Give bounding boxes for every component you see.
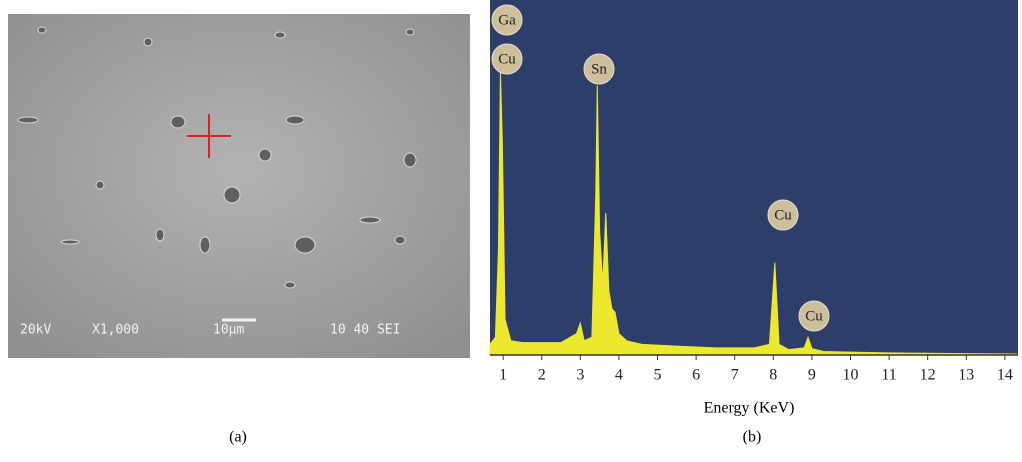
x-tick-label: 5 — [654, 367, 662, 384]
x-tick-label: 2 — [538, 367, 546, 384]
x-tick-label: 4 — [615, 367, 623, 384]
sem-label: 20kV — [20, 323, 51, 338]
x-tick-label: 11 — [881, 367, 896, 384]
peak-label: Cu — [774, 207, 792, 223]
peak-label: Ga — [498, 12, 516, 28]
x-tick-label: 7 — [731, 367, 739, 384]
x-axis-label: Energy (KeV) — [704, 400, 795, 417]
plot-background — [490, 0, 1018, 355]
x-tick-label: 13 — [958, 367, 974, 384]
sem-image — [8, 14, 470, 358]
x-tick-label: 1 — [499, 367, 507, 384]
panel-caption: (a) — [229, 429, 247, 446]
sem-label: 10 40 SEI — [330, 323, 400, 338]
peak-label: Cu — [498, 51, 516, 67]
x-tick-label: 9 — [808, 367, 816, 384]
figure: 20kV X1,000 10μm 10 40 SEI (a) 123456789… — [0, 0, 1022, 462]
peak-label: Sn — [591, 61, 607, 77]
x-tick-label: 6 — [692, 367, 700, 384]
page: 20kV X1,000 10μm 10 40 SEI (a) 123456789… — [0, 0, 1022, 462]
panel-caption: (b) — [743, 429, 762, 446]
peak-label: Cu — [805, 308, 823, 324]
x-tick-label: 14 — [997, 367, 1013, 384]
x-tick-label: 10 — [842, 367, 858, 384]
x-tick-label: 3 — [576, 367, 584, 384]
x-tick-label: 8 — [769, 367, 777, 384]
sem-panel: 20kV X1,000 10μm 10 40 SEI (a) — [8, 14, 470, 446]
sem-label: X1,000 — [92, 323, 139, 338]
sem-label: 10μm — [213, 323, 244, 338]
x-tick-label: 12 — [920, 367, 936, 384]
